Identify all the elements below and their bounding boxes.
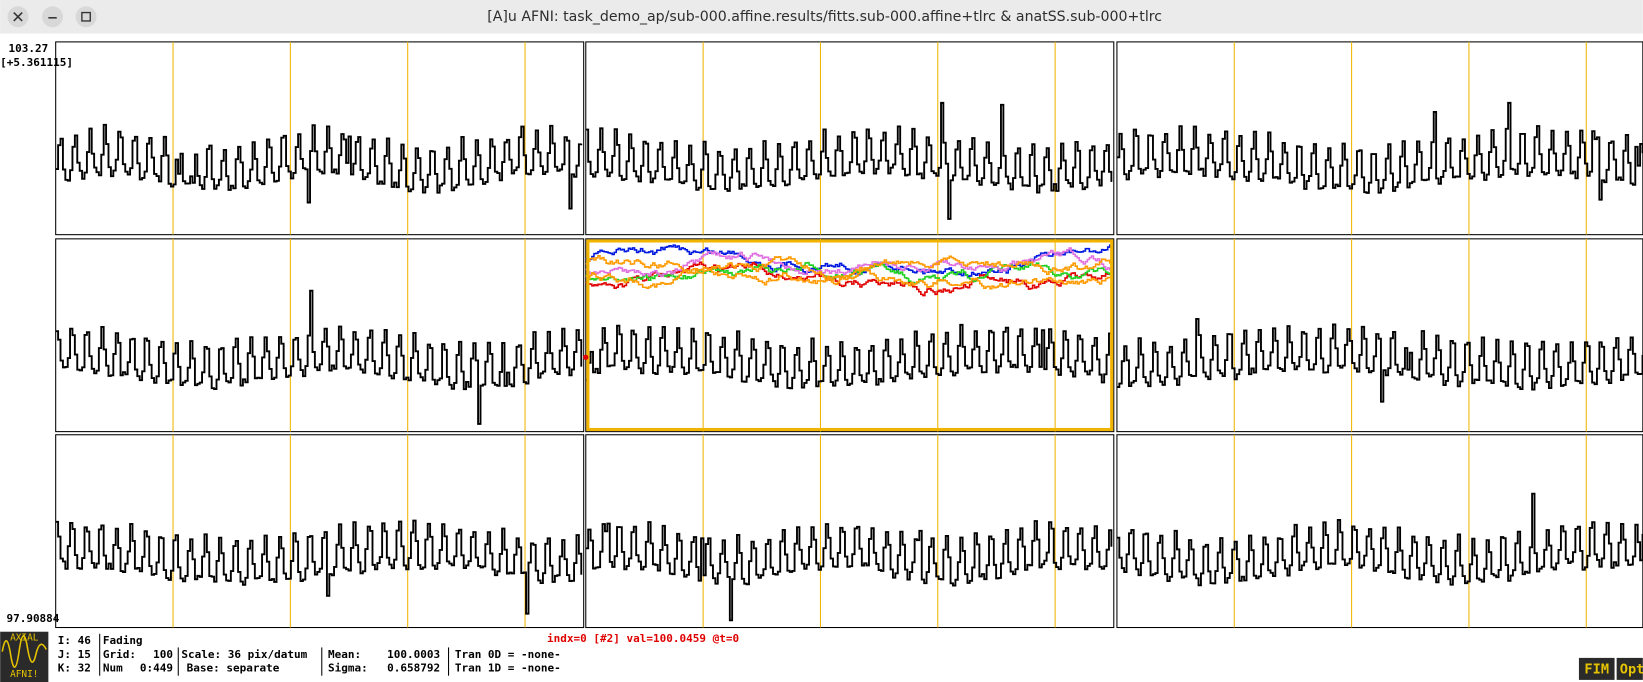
- motion-trace: [585, 247, 1113, 278]
- graph-panels: [55, 41, 1643, 629]
- icon-top: AXIAL: [10, 633, 39, 644]
- motion-trace: [585, 255, 1113, 281]
- motion-trace: [585, 267, 1113, 290]
- minimize-button[interactable]: [42, 6, 64, 28]
- voxel-trace: [55, 519, 583, 615]
- bottom-value: 97.90884: [6, 612, 59, 625]
- graph-panel: [55, 41, 585, 236]
- icon-bg: [0, 631, 49, 682]
- voxel-trace: [1116, 492, 1643, 587]
- close-button[interactable]: [7, 6, 29, 28]
- window-title: [A]u AFNI: task_demo_ap/sub-000.affine.r…: [487, 9, 1162, 25]
- motion-trace: [585, 244, 1113, 277]
- fading: Fading: [103, 634, 143, 647]
- opt-label: Opt: [1620, 661, 1643, 677]
- voxel-trace: [585, 520, 1113, 622]
- sigma-label: Sigma:: [328, 661, 368, 674]
- graph-panel: [1116, 238, 1643, 433]
- mean-label: Mean:: [328, 648, 361, 661]
- fim-button[interactable]: FIM: [1578, 657, 1615, 680]
- time-cursor: [583, 354, 589, 360]
- graph-panel: [585, 434, 1115, 629]
- maximize-button[interactable]: [75, 6, 97, 28]
- grid-label: Grid:: [103, 648, 136, 661]
- voxel-trace: [1116, 317, 1643, 403]
- mean-value: 100.0003: [387, 648, 440, 661]
- top-value: 103.27: [9, 42, 49, 55]
- status-area: AXIAL AFNI! I: 46 J: 15 K: 32 Fading Gri…: [0, 631, 1643, 682]
- coord-j: J: 15: [58, 648, 91, 661]
- base: Base: separate: [187, 661, 280, 674]
- coord-k: K: 32: [58, 661, 91, 674]
- num-label: Num: [103, 661, 123, 674]
- opt-button[interactable]: Opt: [1616, 657, 1643, 680]
- tran-0d: Tran 0D = -none-: [455, 648, 561, 661]
- fim-label: FIM: [1584, 661, 1609, 677]
- grid-value: 100: [153, 648, 173, 661]
- voxel-trace: [585, 323, 1113, 390]
- graph-panel: [1116, 41, 1643, 236]
- tran-1d: Tran 1D = -none-: [455, 661, 561, 674]
- scale: Scale: 36 pix/datum: [181, 648, 307, 661]
- voxel-trace: [55, 289, 583, 425]
- title-bar: [0, 0, 1643, 34]
- num-value: 0:449: [140, 661, 173, 674]
- graph-panel: [585, 41, 1115, 236]
- graph-panel: [55, 238, 585, 433]
- voxel-trace: [1116, 101, 1643, 201]
- selected-panel-frame: [586, 239, 1114, 432]
- voxel-trace: [585, 101, 1113, 220]
- graph-panel: [1116, 434, 1643, 629]
- sigma-value: 0.658792: [387, 661, 440, 674]
- icon-bottom: AFNI!: [10, 669, 38, 680]
- icon-wave: [1, 635, 47, 668]
- top-scale: [+5.361115]: [0, 56, 73, 69]
- coord-i: I: 46: [58, 634, 91, 647]
- index-readout: indx=0 [#2] val=100.0459 @t=0: [547, 632, 739, 645]
- voxel-trace: [55, 123, 583, 210]
